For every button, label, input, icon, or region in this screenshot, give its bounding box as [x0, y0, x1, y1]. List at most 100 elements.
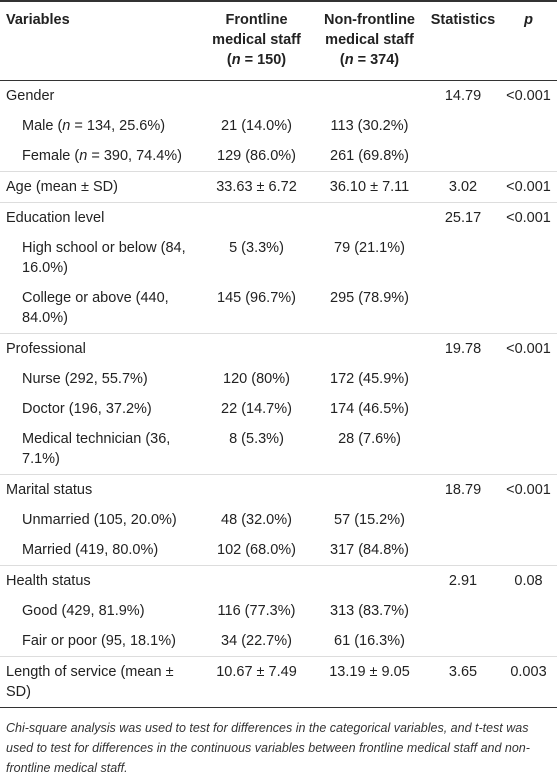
sub-row: High school or below (84, 16.0%) 5 (3.3%)…: [0, 233, 557, 283]
row-label: Health status: [0, 566, 200, 597]
label-text: Medical technician (36, 7.1%): [22, 431, 171, 467]
cell: [426, 233, 500, 283]
cell: 28 (7.6%): [313, 424, 426, 475]
cell: [313, 203, 426, 234]
cell: 61 (16.3%): [313, 626, 426, 657]
cell: [500, 596, 557, 626]
nonfrontline-value: 174 (46.5%): [330, 401, 409, 417]
nonfrontline-value: 317 (84.8%): [330, 542, 409, 558]
header-text: Variables: [6, 12, 70, 28]
p-value: <0.001: [506, 88, 551, 104]
cell: <0.001: [500, 203, 557, 234]
frontline-value: 116 (77.3%): [217, 603, 296, 619]
frontline-value: 8 (5.3%): [229, 431, 284, 447]
cell: 3.65: [426, 657, 500, 708]
header-text: Statistics: [430, 12, 496, 28]
header-cell: Variables: [0, 1, 200, 81]
cell: 13.19 ± 9.05: [313, 657, 426, 708]
cell: 34 (22.7%): [200, 626, 313, 657]
row-label: Medical technician (36, 7.1%): [0, 424, 200, 475]
label-text: Health status: [6, 573, 91, 589]
frontline-value: 34 (22.7%): [221, 633, 292, 649]
label-text: Unmarried (105, 20.0%): [22, 512, 177, 528]
cell: 0.08: [500, 566, 557, 597]
label-text: Professional: [6, 341, 86, 357]
group-row: Age (mean ± SD) 33.63 ± 6.72 36.10 ± 7.11 3…: [0, 171, 557, 203]
label-text: Nurse (292, 55.7%): [22, 371, 148, 387]
cell: [500, 424, 557, 475]
row-label: High school or below (84, 16.0%): [0, 233, 200, 283]
cell: 18.79: [426, 475, 500, 506]
frontline-value: 102 (68.0%): [217, 542, 296, 558]
statistic-value: 25.17: [444, 210, 482, 226]
frontline-value: 22 (14.7%): [221, 401, 292, 417]
label-text: = 390, 74.4%): [87, 148, 183, 164]
header-cell: Statistics: [426, 1, 500, 81]
frontline-value: 120 (80%): [223, 371, 290, 387]
label-text: Education level: [6, 210, 105, 226]
sub-row: Married (419, 80.0%) 102 (68.0%) 317 (84.8…: [0, 535, 557, 566]
cell: 120 (80%): [200, 364, 313, 394]
cell: 113 (30.2%): [313, 111, 426, 141]
data-table: Variables Frontline medical staff (n = 150)…: [0, 1, 557, 708]
cell: [313, 566, 426, 597]
cell: [200, 334, 313, 365]
header-text: medical staff: [325, 32, 414, 48]
cell: [500, 283, 557, 334]
nonfrontline-value: 113 (30.2%): [330, 118, 409, 134]
row-label: Length of service (mean ± SD): [0, 657, 200, 708]
header-text: medical staff: [212, 32, 301, 48]
cell: 14.79: [426, 81, 500, 112]
group-row: Gender 14.79 <0.001: [0, 81, 557, 112]
cell: 2.91: [426, 566, 500, 597]
statistic-value: 19.78: [444, 341, 482, 357]
cell: 21 (14.0%): [200, 111, 313, 141]
row-label: Professional: [0, 334, 200, 365]
cell: <0.001: [500, 172, 557, 203]
label-text: Marital status: [6, 482, 93, 498]
label-text: Length of service (mean ± SD): [6, 664, 174, 700]
nonfrontline-value: 79 (21.1%): [334, 240, 405, 256]
cell: [500, 364, 557, 394]
statistic-value: 18.79: [444, 482, 482, 498]
frontline-value: 5 (3.3%): [229, 240, 284, 256]
cell: [426, 283, 500, 334]
label-text: n: [79, 148, 88, 164]
cell: 8 (5.3%): [200, 424, 313, 475]
header-sample: (: [339, 52, 345, 68]
header-cell: p: [500, 1, 557, 81]
cell: 79 (21.1%): [313, 233, 426, 283]
cell: 19.78: [426, 334, 500, 365]
label-text: Married (419, 80.0%): [22, 542, 159, 558]
row-label: Education level: [0, 203, 200, 234]
sub-row: Fair or poor (95, 18.1%) 34 (22.7%) 61 (16…: [0, 626, 557, 657]
cell: [500, 141, 557, 172]
cell: 145 (96.7%): [200, 283, 313, 334]
sub-row: College or above (440, 84.0%) 145 (96.7%)…: [0, 283, 557, 334]
cell: [426, 141, 500, 172]
label-text: High school or below (84, 16.0%): [22, 240, 186, 276]
cell: [426, 626, 500, 657]
row-label: Unmarried (105, 20.0%): [0, 505, 200, 535]
cell: [200, 81, 313, 112]
cell: 48 (32.0%): [200, 505, 313, 535]
nonfrontline-value: 13.19 ± 9.05: [329, 664, 410, 680]
header-cell: Non-frontline medical staff (n = 374): [313, 1, 426, 81]
cell: [200, 475, 313, 506]
nonfrontline-value: 172 (45.9%): [330, 371, 409, 387]
group-row: Length of service (mean ± SD) 10.67 ± 7.4…: [0, 656, 557, 708]
cell: 174 (46.5%): [313, 394, 426, 424]
group-row: Education level 25.17 <0.001: [0, 202, 557, 234]
p-value: 0.08: [514, 573, 543, 589]
cell: 261 (69.8%): [313, 141, 426, 172]
nonfrontline-value: 261 (69.8%): [330, 148, 409, 164]
frontline-value: 10.67 ± 7.49: [216, 664, 297, 680]
label-text: = 134, 25.6%): [70, 118, 166, 134]
p-value: 0.003: [510, 664, 547, 680]
header-sample: = 374): [353, 52, 400, 68]
cell: [426, 364, 500, 394]
row-label: College or above (440, 84.0%): [0, 283, 200, 334]
p-value: <0.001: [506, 482, 551, 498]
cell: 317 (84.8%): [313, 535, 426, 566]
nonfrontline-value: 313 (83.7%): [330, 603, 409, 619]
